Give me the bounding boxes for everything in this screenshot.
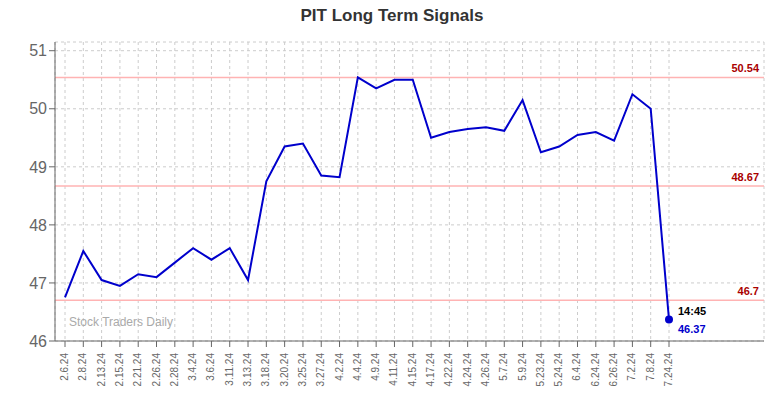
- svg-text:14:45: 14:45: [678, 305, 706, 317]
- svg-text:3.11.24: 3.11.24: [224, 353, 235, 386]
- svg-text:5.23.24: 5.23.24: [535, 353, 546, 387]
- svg-text:6.24.24: 6.24.24: [590, 353, 601, 387]
- svg-text:49: 49: [29, 159, 47, 176]
- svg-text:2.21.24: 2.21.24: [132, 353, 143, 387]
- svg-text:7.2.24: 7.2.24: [626, 353, 637, 381]
- svg-text:4.26.24: 4.26.24: [480, 353, 491, 387]
- svg-text:46.7: 46.7: [738, 285, 759, 297]
- html-text:PIT Long Term Signals: PIT Long Term Signals: [300, 6, 484, 25]
- svg-text:3.27.24: 3.27.24: [315, 353, 326, 387]
- svg-text:2.6.24: 2.6.24: [59, 353, 70, 381]
- svg-text:3.18.24: 3.18.24: [260, 353, 271, 387]
- svg-text:3.25.24: 3.25.24: [297, 353, 308, 387]
- html-text:Stock Traders Daily: Stock Traders Daily: [69, 315, 173, 329]
- svg-text:3.13.24: 3.13.24: [242, 353, 253, 387]
- svg-text:4.24.24: 4.24.24: [462, 353, 473, 387]
- svg-text:4.22.24: 4.22.24: [443, 353, 454, 387]
- svg-text:46.37: 46.37: [678, 323, 706, 335]
- svg-text:46: 46: [29, 333, 47, 350]
- svg-text:2.15.24: 2.15.24: [114, 353, 125, 387]
- svg-text:51: 51: [29, 42, 47, 59]
- svg-text:3.20.24: 3.20.24: [279, 353, 290, 387]
- svg-text:3.6.24: 3.6.24: [205, 353, 216, 381]
- svg-text:6.4.24: 6.4.24: [571, 353, 582, 381]
- svg-text:2.8.24: 2.8.24: [77, 353, 88, 381]
- svg-text:4.9.24: 4.9.24: [370, 353, 381, 381]
- svg-text:4.4.24: 4.4.24: [352, 353, 363, 381]
- svg-text:50: 50: [29, 100, 47, 117]
- svg-text:7.8.24: 7.8.24: [645, 353, 656, 381]
- svg-text:4.11.24: 4.11.24: [388, 353, 399, 386]
- svg-text:48.67: 48.67: [731, 171, 759, 183]
- svg-text:47: 47: [29, 275, 47, 292]
- svg-text:7.24.24: 7.24.24: [663, 353, 674, 387]
- svg-text:5.24.24: 5.24.24: [553, 353, 564, 387]
- svg-text:5.9.24: 5.9.24: [517, 353, 528, 381]
- svg-text:6.26.24: 6.26.24: [608, 353, 619, 387]
- svg-text:4.17.24: 4.17.24: [425, 353, 436, 387]
- svg-text:2.26.24: 2.26.24: [151, 353, 162, 387]
- svg-text:5.7.24: 5.7.24: [498, 353, 509, 381]
- svg-text:3.4.24: 3.4.24: [187, 353, 198, 381]
- svg-text:2.13.24: 2.13.24: [96, 353, 107, 387]
- svg-text:50.54: 50.54: [731, 62, 759, 74]
- svg-text:4.2.24: 4.2.24: [334, 353, 345, 381]
- svg-text:2.28.24: 2.28.24: [169, 353, 180, 387]
- svg-text:4.15.24: 4.15.24: [407, 353, 418, 387]
- svg-text:48: 48: [29, 217, 47, 234]
